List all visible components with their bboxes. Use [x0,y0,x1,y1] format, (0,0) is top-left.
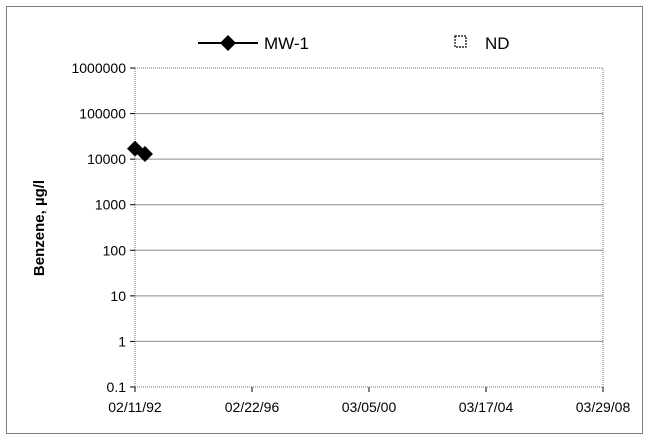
x-tick-label: 03/17/04 [459,399,514,415]
x-tick-label: 02/22/96 [225,399,280,415]
grid-layer [135,113,603,342]
y-tick-label: 10 [110,288,126,304]
legend-nd-open-square-icon [454,35,467,48]
x-tick-label: 03/29/08 [576,399,631,415]
legend-mw-1-diamond-icon [220,35,236,51]
y-tick-label: 10000 [87,151,126,167]
y-tick-label: 100000 [79,106,126,122]
plot-area [134,67,604,388]
data-point-mw-1 [136,145,153,162]
y-tick-label: 1000 [95,197,126,213]
y-axis-title: Benzene, µg/l [31,180,48,276]
y-tick-label: 100 [103,242,127,258]
y-tick-label: 0.1 [107,379,127,395]
data-marks [127,140,153,162]
y-axis: 1000000 100000 10000 1000 100 10 1 0.1 [71,60,135,395]
x-tick-label: 02/11/92 [108,399,162,415]
chart-frame [6,6,643,434]
legend-item-nd: ND [454,34,510,53]
x-axis: 02/11/92 02/22/96 03/05/00 03/17/04 03/29/08 [108,387,630,415]
legend-mw-1-label: MW-1 [264,34,309,53]
y-tick-label: 1 [118,333,126,349]
legend: MW-1 ND [198,34,510,53]
legend-nd-label: ND [485,34,510,53]
y-tick-label: 1000000 [71,60,126,76]
x-tick-label: 03/05/00 [342,399,397,415]
legend-item-mw-1: MW-1 [198,34,309,53]
